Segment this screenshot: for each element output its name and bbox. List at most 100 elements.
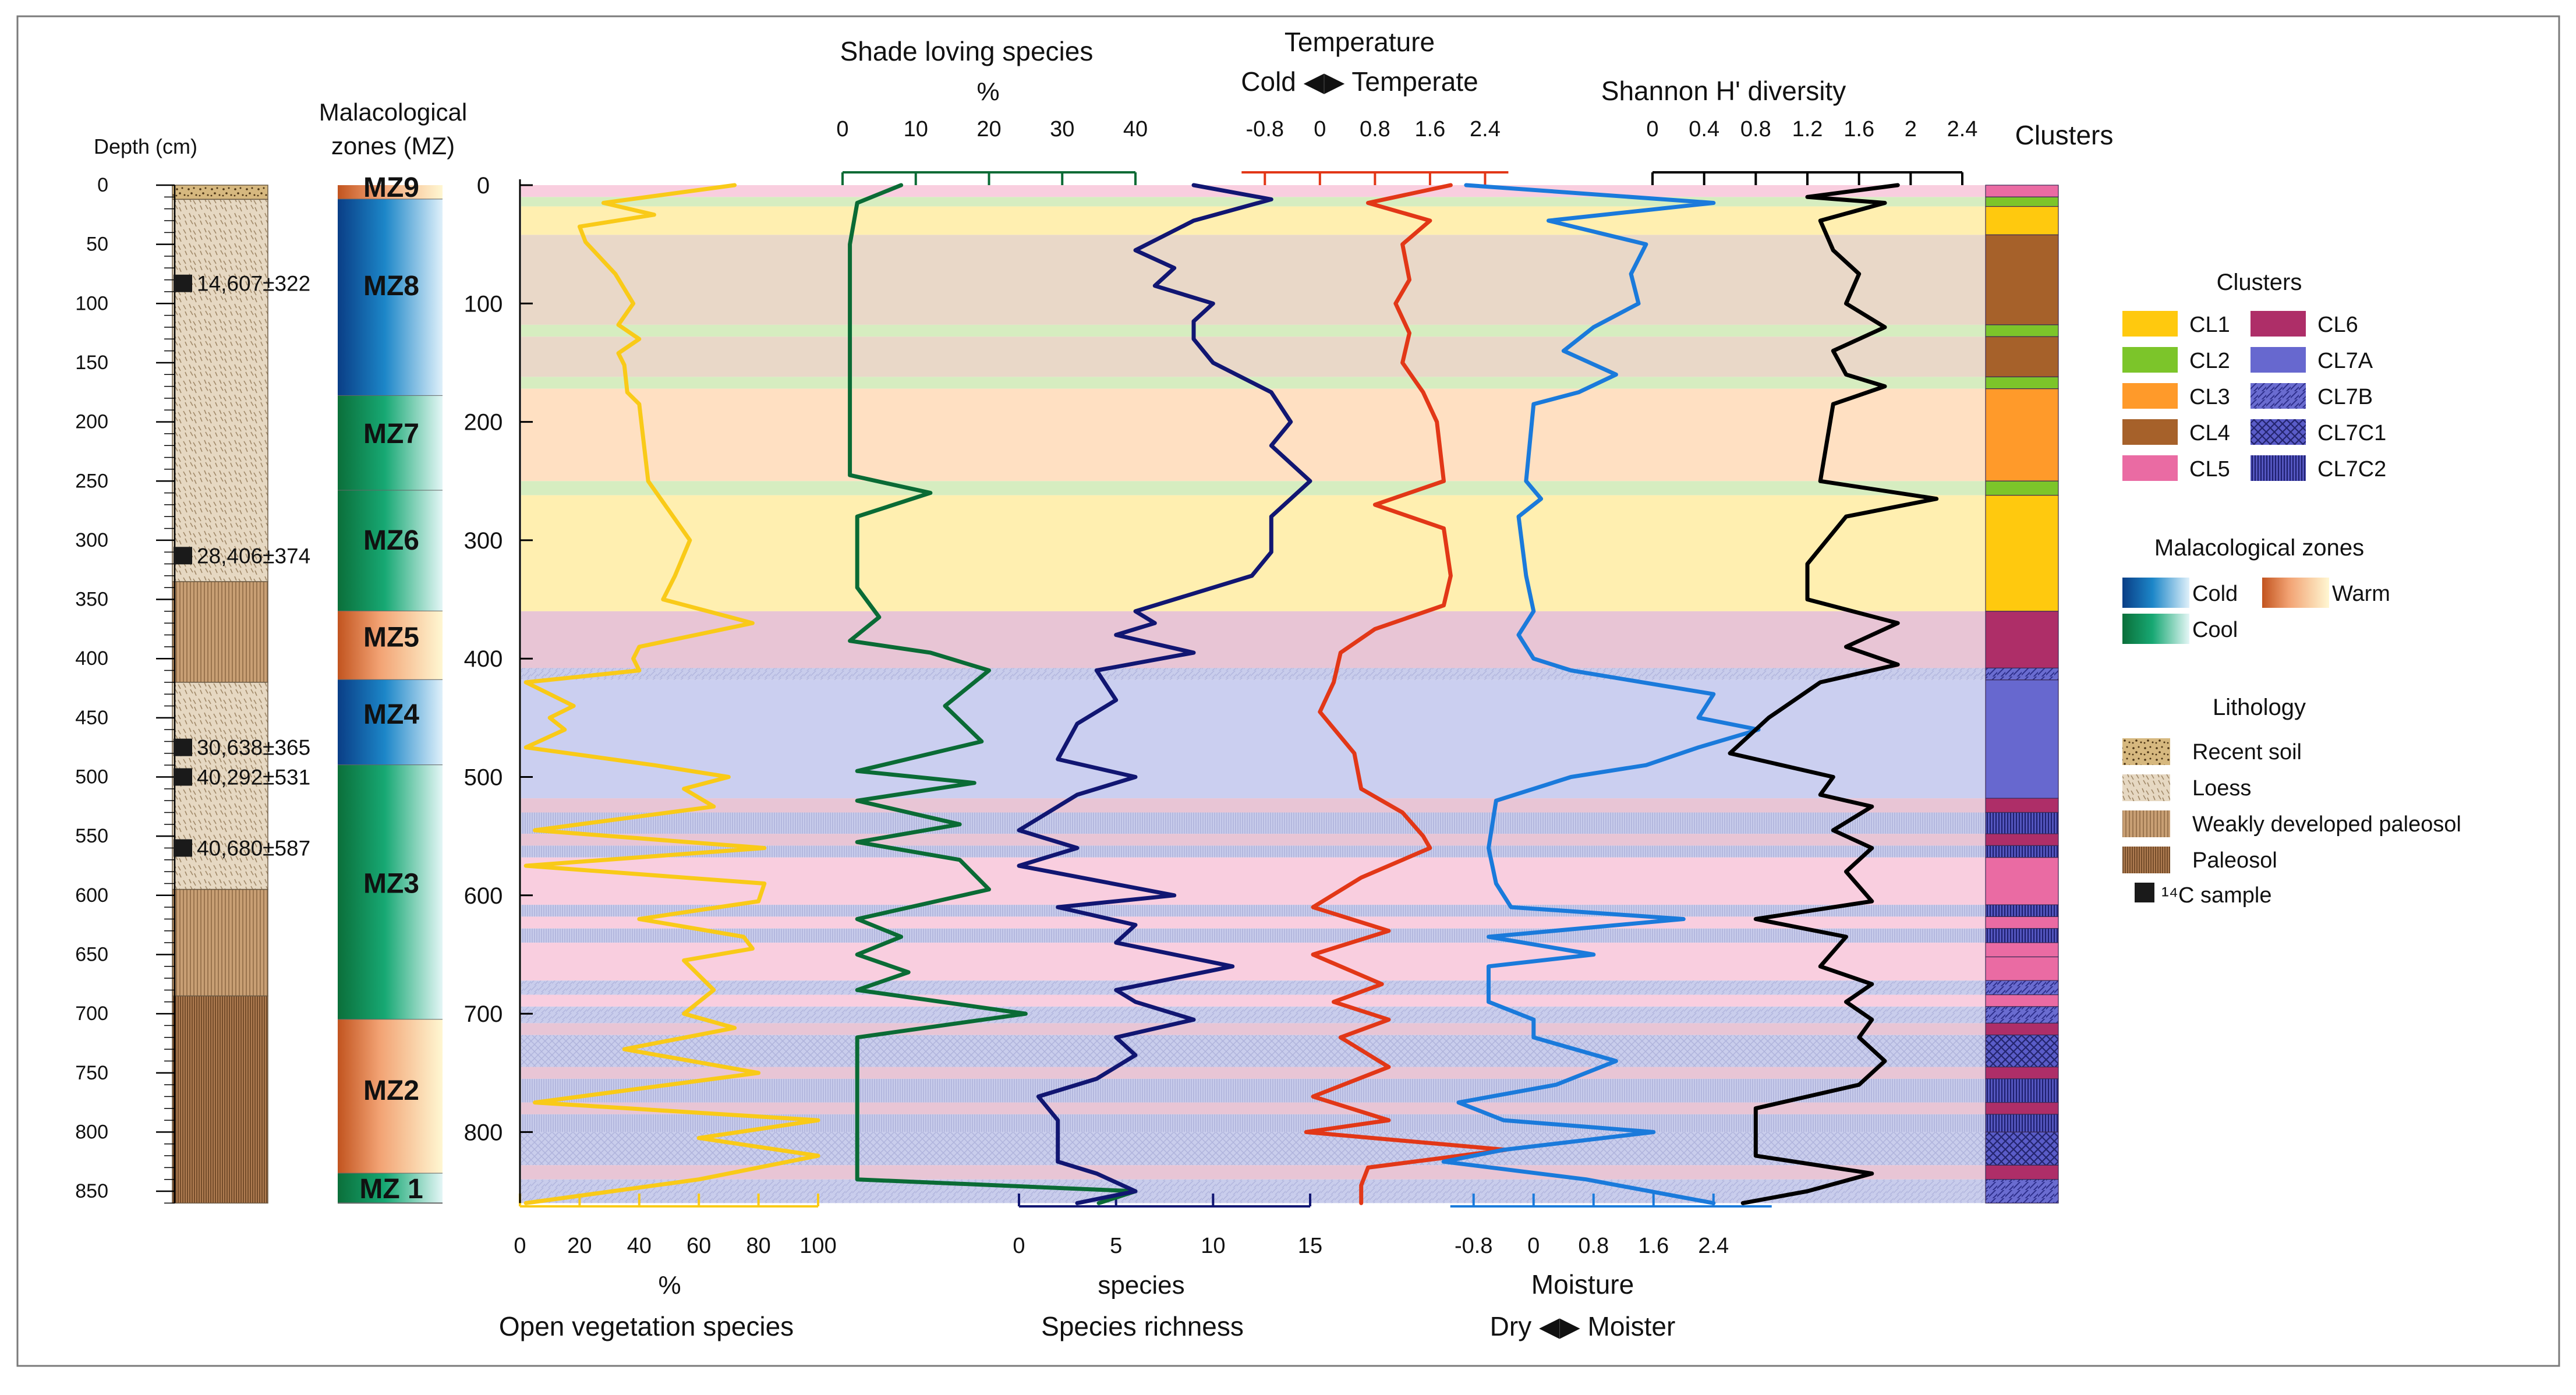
shannon-axis-title: Shannon H' diversity <box>1601 76 1846 106</box>
zone-block-mz6 <box>338 490 443 611</box>
band-cl4 <box>521 337 2058 377</box>
depth-tick-label: 0 <box>97 174 108 196</box>
legend-cluster-label-cl6: CL6 <box>2317 313 2358 337</box>
band-cl7c2 <box>521 928 2058 943</box>
depth-tick-label: 850 <box>75 1180 108 1202</box>
c14-sample-label: 30,638±365 <box>197 736 310 760</box>
series-line-open <box>523 183 820 1205</box>
cluster-cell-cl6 <box>1985 833 2059 847</box>
axis-tick-label-moist: 1.6 <box>1638 1234 1669 1258</box>
panel-depth-tick-label: 0 <box>477 173 490 199</box>
cluster-cell-cl7c2 <box>1985 845 2059 858</box>
axis-tick-label-shade: 40 <box>1123 117 1148 141</box>
legend-lithology-title: Lithology <box>2213 695 2306 720</box>
legend-lith-swatch-recent-soil <box>2122 738 2170 765</box>
axis-tick-label-temp: -0.8 <box>1246 117 1284 141</box>
cluster-cell-cl7c2 <box>1985 812 2059 834</box>
legend-clusters-title: Clusters <box>2217 270 2302 295</box>
legend: Clusters CL1 CL2 CL3 CL4 CL5 CL6 CL7A CL7B CL7C1… <box>2122 270 2461 908</box>
cluster-cell-cl7a <box>1985 679 2059 799</box>
lithology-layer-paleosol <box>172 995 268 1204</box>
axis-tick-label-richness: 0 <box>1013 1234 1025 1258</box>
axis-tick-label-shade: 10 <box>904 117 928 141</box>
band-cl7c1 <box>521 1035 2058 1067</box>
axis-tick-label-moist: 0 <box>1527 1234 1540 1258</box>
legend-lith-label-paleosol: Paleosol <box>2192 848 2277 873</box>
depth-tick-label: 500 <box>75 766 108 788</box>
band-cl5 <box>521 994 2058 1007</box>
c14-sample-marker <box>174 768 192 786</box>
series-line-temp <box>1304 183 1508 1205</box>
legend-cluster-label-cl7a: CL7A <box>2317 349 2373 373</box>
open-axis-title: Open vegetation species <box>499 1311 794 1341</box>
axis-tick-label-moist: -0.8 <box>1455 1234 1492 1258</box>
panel-depth-tick-label: 600 <box>464 883 503 909</box>
clusters-column-title: Clusters <box>2015 120 2114 150</box>
axis-tick-label-shannon: 0.4 <box>1689 117 1719 141</box>
band-cl5 <box>521 857 2058 905</box>
open-axis-unit: % <box>658 1271 681 1300</box>
panel-depth-tick-label: 400 <box>464 646 503 672</box>
lithology-layer-recent_soil <box>172 185 268 200</box>
legend-cluster-label-cl3: CL3 <box>2189 385 2230 409</box>
legend-cluster-swatch-cl7c1 <box>2251 419 2306 445</box>
band-cl6 <box>521 1023 2058 1035</box>
lithology-layer-weak_paleosol <box>172 581 268 683</box>
axis-tick-label-open: 80 <box>746 1234 770 1258</box>
cluster-cell-cl7b <box>1985 1006 2059 1024</box>
cluster-cell-cl2 <box>1985 376 2059 390</box>
depth-tick-label: 100 <box>75 292 108 314</box>
temperature-axis-subtitle: Cold ◀▶ Temperate <box>1241 66 1478 97</box>
band-cl1 <box>521 495 2058 611</box>
zone-label: MZ6 <box>363 525 419 556</box>
axis-tick-label-open: 40 <box>627 1234 652 1258</box>
axis-tick-label-shannon: 2.4 <box>1947 117 1978 141</box>
c14-sample-marker <box>174 274 192 292</box>
legend-lith-label-recent-soil: Recent soil <box>2192 740 2302 764</box>
c14-sample-marker <box>174 738 192 756</box>
richness-axis-title: Species richness <box>1041 1311 1244 1341</box>
temperature-axis-title: Temperature <box>1285 27 1435 57</box>
band-cl7a <box>521 679 2058 799</box>
axis-tick-label-moist: 0.8 <box>1578 1234 1609 1258</box>
legend-cluster-swatch-cl2 <box>2122 347 2178 373</box>
band-cl5 <box>521 943 2058 957</box>
legend-cluster-label-cl1: CL1 <box>2189 313 2230 337</box>
series-line-shannon <box>1728 183 1939 1205</box>
cluster-cell-cl2 <box>1985 480 2059 496</box>
cluster-cell-cl5 <box>1985 857 2059 905</box>
cluster-cell-cl7c2 <box>1985 1114 2059 1133</box>
panel-depth-tick-label: 200 <box>464 410 503 436</box>
cluster-cell-cl7c2 <box>1985 928 2059 943</box>
band-cl6 <box>521 1165 2058 1180</box>
band-cl6 <box>521 611 2058 668</box>
panel-depth-tick-label: 700 <box>464 1001 503 1027</box>
band-cl5 <box>521 957 2058 981</box>
axis-tick-label-open: 60 <box>687 1234 711 1258</box>
axis-tick-label-shannon: 1.6 <box>1843 117 1874 141</box>
axis-tick-label-open: 100 <box>799 1234 836 1258</box>
depth-tick-label: 50 <box>86 233 108 256</box>
axis-tick-label-shannon: 1.2 <box>1792 117 1823 141</box>
shade-axis-title: Shade loving species <box>840 36 1094 66</box>
legend-cluster-label-cl7c1: CL7C1 <box>2317 421 2386 445</box>
zone-label: MZ8 <box>363 271 419 302</box>
cluster-cell-cl6 <box>1985 1022 2059 1036</box>
band-cl7b <box>521 1006 2058 1024</box>
c14-sample-label: 40,292±531 <box>197 766 310 789</box>
panel-depth-tick-label: 100 <box>464 291 503 317</box>
legend-zone-label-warm: Warm <box>2332 582 2390 606</box>
depth-axis-label: Depth (cm) <box>94 134 197 158</box>
cluster-cell-cl4 <box>1985 336 2059 377</box>
band-cl6 <box>521 834 2058 846</box>
cluster-cell-cl7c1 <box>1985 1035 2059 1068</box>
legend-cluster-swatch-cl3 <box>2122 383 2178 409</box>
legend-lith-label-weak-paleosol: Weakly developed paleosol <box>2192 812 2461 837</box>
zone-block-mz8 <box>338 199 443 396</box>
zone-block-mz3 <box>338 765 443 1020</box>
zone-label: MZ2 <box>363 1075 419 1106</box>
band-cl2 <box>521 324 2058 337</box>
axis-tick-label-shannon: 2 <box>1905 117 1917 141</box>
